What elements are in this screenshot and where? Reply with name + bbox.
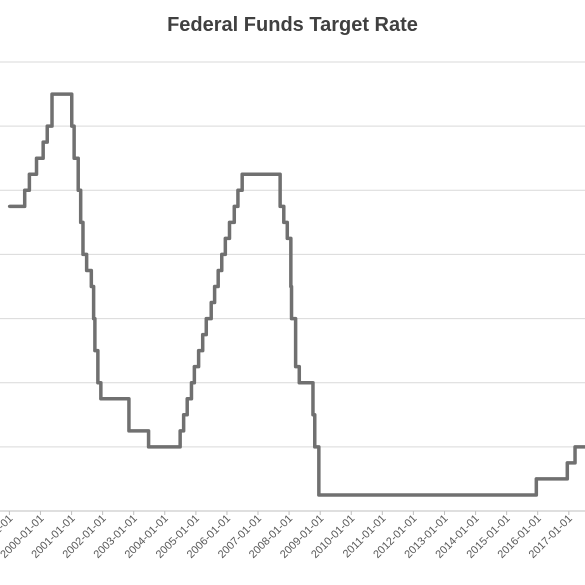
data-point — [197, 349, 201, 353]
data-point — [45, 124, 49, 128]
series-layer — [7, 92, 585, 497]
data-point — [317, 493, 321, 497]
data-point — [240, 172, 244, 176]
data-point — [289, 285, 293, 288]
data-point — [127, 429, 131, 433]
data-point — [96, 381, 100, 385]
data-point — [285, 236, 289, 240]
data-point — [232, 204, 236, 208]
data-point — [72, 156, 76, 160]
data-point — [228, 220, 232, 224]
data-point — [213, 285, 217, 288]
data-point — [50, 92, 54, 96]
x-tick-labels: 1999-01-012000-01-012001-01-012002-01-01… — [0, 513, 575, 561]
data-point — [209, 301, 213, 305]
data-point — [278, 204, 282, 208]
data-point — [294, 365, 298, 369]
data-point — [85, 268, 89, 272]
data-point — [7, 204, 11, 208]
data-point — [192, 365, 196, 369]
data-point — [189, 381, 193, 385]
data-point — [573, 445, 577, 449]
data-point — [201, 333, 205, 337]
data-point — [92, 317, 96, 321]
x-axis — [0, 510, 585, 515]
data-point — [79, 220, 83, 224]
data-point — [290, 317, 294, 321]
data-point — [223, 236, 227, 240]
data-point — [81, 252, 85, 256]
data-point — [70, 124, 74, 128]
data-point — [23, 188, 27, 192]
data-point — [27, 172, 31, 176]
series-line — [9, 92, 585, 497]
data-point — [311, 413, 315, 417]
data-point — [282, 220, 286, 224]
data-point — [178, 429, 182, 433]
data-point — [35, 156, 39, 160]
data-point — [182, 413, 186, 417]
data-point — [185, 397, 189, 401]
data-point — [147, 445, 151, 449]
data-point — [220, 252, 224, 256]
data-point — [89, 285, 93, 288]
data-point — [93, 349, 97, 353]
data-point — [565, 461, 569, 465]
data-point — [99, 397, 103, 401]
data-point — [297, 381, 301, 385]
data-point — [216, 268, 220, 272]
data-point — [313, 445, 317, 449]
data-point — [534, 477, 538, 481]
data-point — [41, 140, 45, 144]
data-point — [204, 317, 208, 321]
data-point — [236, 188, 240, 192]
data-point — [76, 188, 80, 192]
chart-title: Federal Funds Target Rate — [167, 14, 418, 36]
